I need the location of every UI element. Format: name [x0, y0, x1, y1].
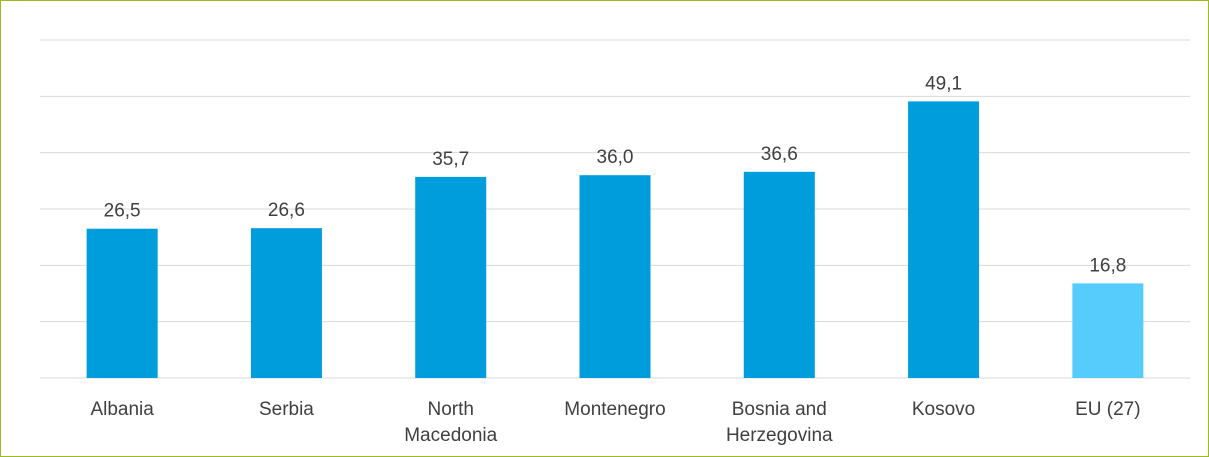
bar	[908, 101, 980, 379]
data-label: 26,5	[104, 201, 141, 222]
category-label: Bosnia and Herzegovina	[726, 399, 833, 446]
category-label: Albania	[90, 399, 154, 420]
bar	[86, 228, 158, 378]
data-label: 36,0	[597, 147, 634, 168]
category-label: Serbia	[259, 399, 314, 420]
bar	[1072, 283, 1144, 378]
bar	[743, 171, 815, 378]
data-label: 26,6	[268, 200, 305, 221]
bar	[579, 175, 651, 378]
category-label: Montenegro	[564, 399, 665, 420]
data-label: 36,6	[761, 144, 798, 165]
category-label: EU (27)	[1075, 399, 1140, 420]
bar	[250, 228, 322, 378]
data-label: 35,7	[432, 149, 469, 170]
data-label: 16,8	[1089, 255, 1126, 276]
category-label: Kosovo	[912, 399, 975, 420]
category-label: North Macedonia	[404, 399, 497, 446]
bar	[415, 176, 487, 378]
data-label: 49,1	[925, 73, 962, 94]
